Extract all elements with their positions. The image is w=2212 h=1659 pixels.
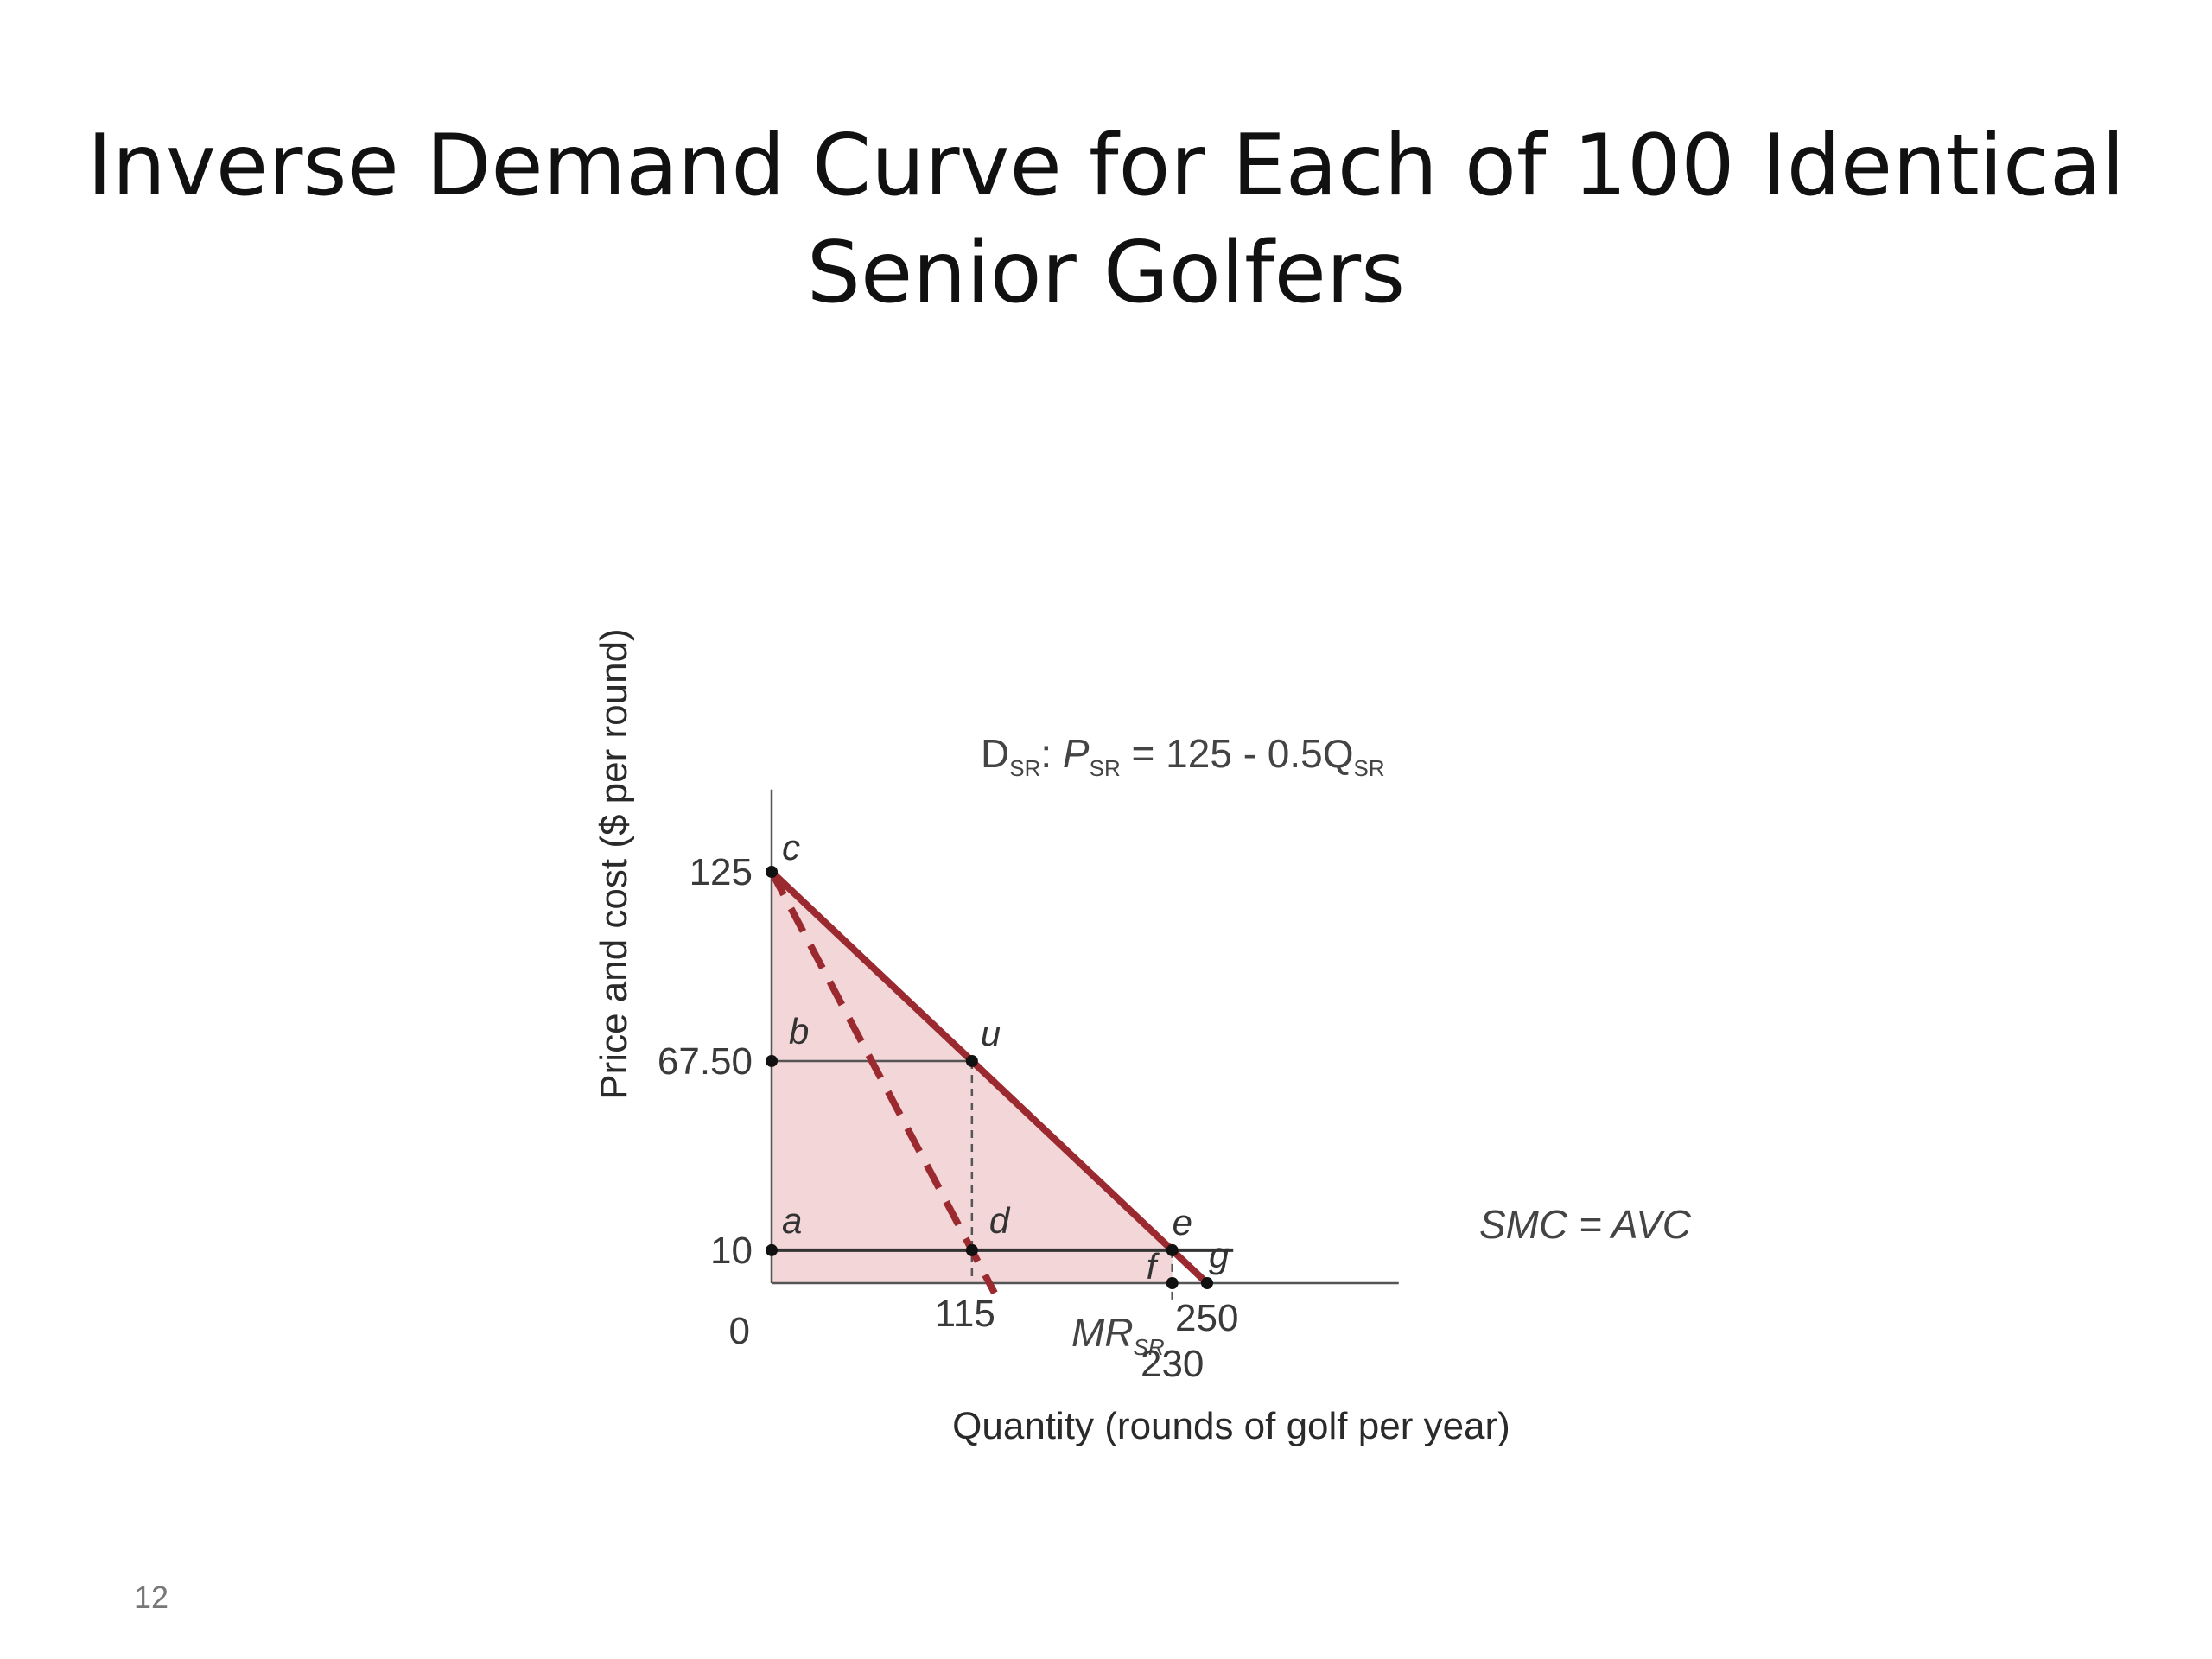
slide-title-line-2: Senior Golfers xyxy=(806,224,1406,322)
smc-avc-label: SMC = AVC xyxy=(1479,1202,1692,1247)
y-tick-label: 67.50 xyxy=(658,1040,753,1083)
labels-layer: Price and cost ($ per round) Quantity (r… xyxy=(593,628,1692,1447)
x-tick-label: 115 xyxy=(935,1293,995,1335)
slide-title-line-1: Inverse Demand Curve for Each of 100 Ide… xyxy=(86,117,2126,215)
origin-label: 0 xyxy=(729,1310,750,1352)
point-label-c: c xyxy=(782,827,800,868)
point-label-a: a xyxy=(782,1200,802,1241)
point-label-e: e xyxy=(1173,1202,1192,1243)
point-u xyxy=(965,1054,978,1067)
series-layer xyxy=(768,869,1234,1295)
y-tick-label: 10 xyxy=(710,1230,753,1272)
y-tick-label: 125 xyxy=(690,851,753,893)
slide-number: 12 xyxy=(134,1580,169,1615)
point-a xyxy=(766,1243,778,1256)
point-g xyxy=(1201,1277,1213,1289)
slide-title: Inverse Demand Curve for Each of 100 Ide… xyxy=(0,112,2212,327)
point-label-d: d xyxy=(989,1200,1011,1241)
mr-curve-label: MRSR xyxy=(1071,1310,1165,1360)
point-label-u: u xyxy=(981,1013,1001,1053)
x-tick-label: 230 xyxy=(1141,1343,1204,1385)
mr-line xyxy=(768,870,998,1295)
point-e xyxy=(1166,1243,1179,1256)
demand-curve-label: DSR: PSR = 125 - 0.5QSR xyxy=(981,731,1385,781)
point-f xyxy=(1166,1277,1179,1289)
demand-line xyxy=(769,869,1210,1286)
x-axis-title: Quantity (rounds of golf per year) xyxy=(952,1405,1510,1447)
point-label-g: g xyxy=(1209,1235,1229,1275)
point-c xyxy=(766,866,778,878)
point-d xyxy=(965,1243,978,1256)
point-b xyxy=(766,1054,778,1067)
x-tick-label: 250 xyxy=(1175,1297,1238,1339)
y-axis-title: Price and cost ($ per round) xyxy=(593,628,635,1099)
points-layer: cb ua d ef g xyxy=(766,827,1229,1289)
point-label-b: b xyxy=(789,1011,809,1052)
